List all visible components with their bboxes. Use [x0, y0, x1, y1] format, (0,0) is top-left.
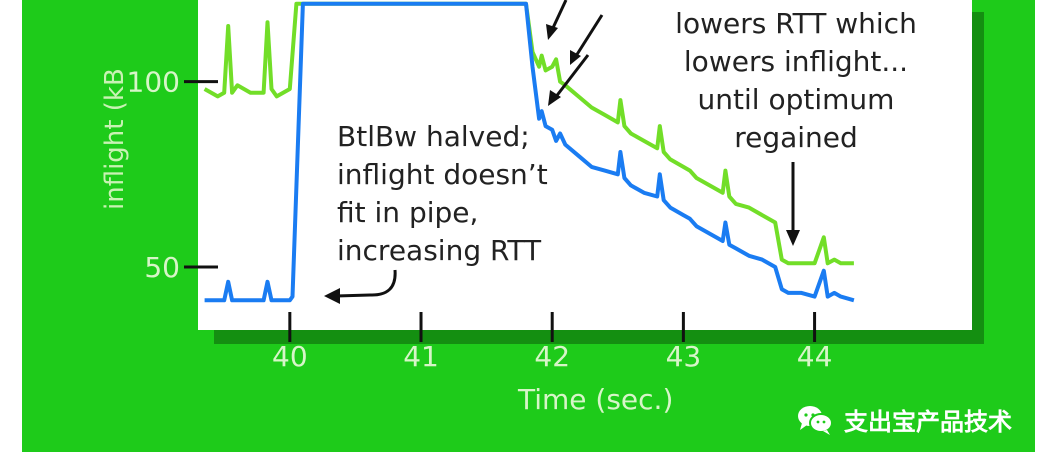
y-tick-label: 100 — [127, 66, 180, 99]
watermark-text: 支出宝产品技术 — [844, 408, 1012, 436]
arrow-top-b-head — [570, 50, 581, 65]
annotation-optimum-regained: lowers RTT which lowers inflight... unti… — [662, 5, 930, 157]
annotation-btlbw-halved: BtlBw halved; inflight doesn’t fit in pi… — [337, 118, 548, 270]
arrow-down-head — [786, 230, 800, 246]
x-tick-label: 42 — [534, 340, 570, 373]
annotation-line: increasing RTT — [337, 234, 542, 267]
annotation-line: fit in pipe, — [337, 196, 479, 229]
annotation-line: lowers inflight... — [683, 45, 909, 78]
x-axis-label: Time (sec.) — [518, 383, 674, 416]
x-tick-label: 41 — [403, 340, 439, 373]
arrow-top-b — [574, 14, 604, 57]
y-axis-label: inflight (kB — [100, 68, 130, 210]
arrow-left-curve — [335, 269, 397, 298]
axis-ticks: 40 41 42 43 44 50 100 — [127, 66, 833, 373]
arrow-top-a-head — [546, 24, 558, 40]
watermark: 支出宝产品技术 — [796, 402, 1012, 437]
annotation-line: inflight doesn’t — [337, 158, 548, 191]
annotation-line: until optimum — [697, 83, 895, 116]
chat-bubbles-icon — [798, 405, 833, 435]
arrow-mid — [553, 54, 590, 99]
x-tick-label: 43 — [666, 340, 702, 373]
x-tick-label: 40 — [272, 340, 308, 373]
series-line-green — [203, 1, 854, 266]
y-tick-label: 50 — [144, 251, 180, 284]
plot-panel — [198, 0, 972, 330]
series-line-blue — [204, 1, 855, 303]
arrow-mid-head — [548, 90, 561, 106]
annotation-line: lowers RTT which — [675, 7, 917, 40]
annotation-line: regained — [734, 121, 858, 154]
series-lines — [203, 1, 855, 303]
x-tick-label: 44 — [797, 340, 833, 373]
arrow-top-a — [550, 0, 568, 31]
annotation-arrows — [324, 0, 800, 304]
arrow-left-head — [324, 288, 340, 304]
annotation-line: BtlBw halved; — [337, 120, 530, 153]
